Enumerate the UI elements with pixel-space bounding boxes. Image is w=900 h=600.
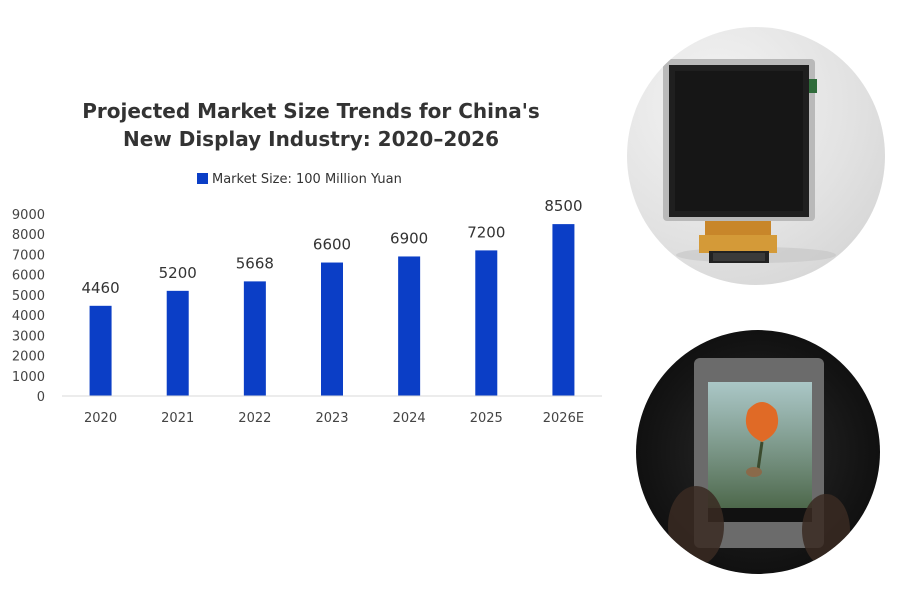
bars-group	[89, 224, 575, 396]
y-tick-label: 7000	[12, 248, 45, 263]
bar-2020	[89, 305, 112, 396]
data-label-2020: 4460	[81, 279, 119, 297]
x-tick-label: 2023	[315, 411, 348, 426]
y-tick-label: 1000	[12, 370, 45, 385]
bar-2021	[166, 290, 189, 396]
data-label-2023: 6600	[313, 236, 351, 254]
y-tick-label: 3000	[12, 329, 45, 344]
x-tick-label: 2020	[84, 411, 117, 426]
bar-2026E	[552, 224, 575, 396]
x-tick-label: 2026E	[543, 411, 584, 426]
data-label-2021: 5200	[159, 264, 197, 282]
data-label-2024: 6900	[390, 229, 428, 247]
screen-demo-photo	[636, 330, 880, 574]
y-tick-label: 8000	[12, 228, 45, 243]
bar-2025	[475, 250, 498, 396]
y-tick-label: 6000	[12, 269, 45, 284]
x-axis: 2020 2021 2022 2023 2024 2025 2026E	[84, 411, 584, 426]
data-label-2025: 7200	[467, 223, 505, 241]
y-axis: 0 1000 2000 3000 4000 5000 6000 7000 8000 9000	[12, 208, 45, 405]
chart-title-line-2: New Display Industry: 2020–2026	[123, 127, 499, 151]
x-tick-label: 2024	[393, 411, 426, 426]
market-size-chart: Projected Market Size Trends for China's…	[12, 99, 602, 426]
y-tick-label: 4000	[12, 309, 45, 324]
data-label-2026E: 8500	[544, 197, 582, 215]
x-tick-label: 2025	[470, 411, 503, 426]
y-tick-label: 9000	[12, 208, 45, 223]
chart-title-line-1: Projected Market Size Trends for China's	[82, 99, 540, 123]
data-label-2022: 5668	[236, 254, 274, 272]
bar-2024	[398, 256, 421, 396]
legend-label: Market Size: 100 Million Yuan	[212, 172, 402, 187]
y-tick-label: 2000	[12, 350, 45, 365]
bar-2023	[321, 262, 343, 396]
y-tick-label: 5000	[12, 289, 45, 304]
legend-swatch	[197, 173, 208, 184]
y-tick-label: 0	[37, 390, 45, 405]
x-tick-label: 2022	[238, 411, 271, 426]
x-tick-label: 2021	[161, 411, 194, 426]
bar-2022	[243, 281, 266, 396]
data-labels-group: 4460 5200 5668 6600 6900 7200 8500	[81, 197, 582, 297]
lcd-panel-photo	[627, 27, 885, 285]
